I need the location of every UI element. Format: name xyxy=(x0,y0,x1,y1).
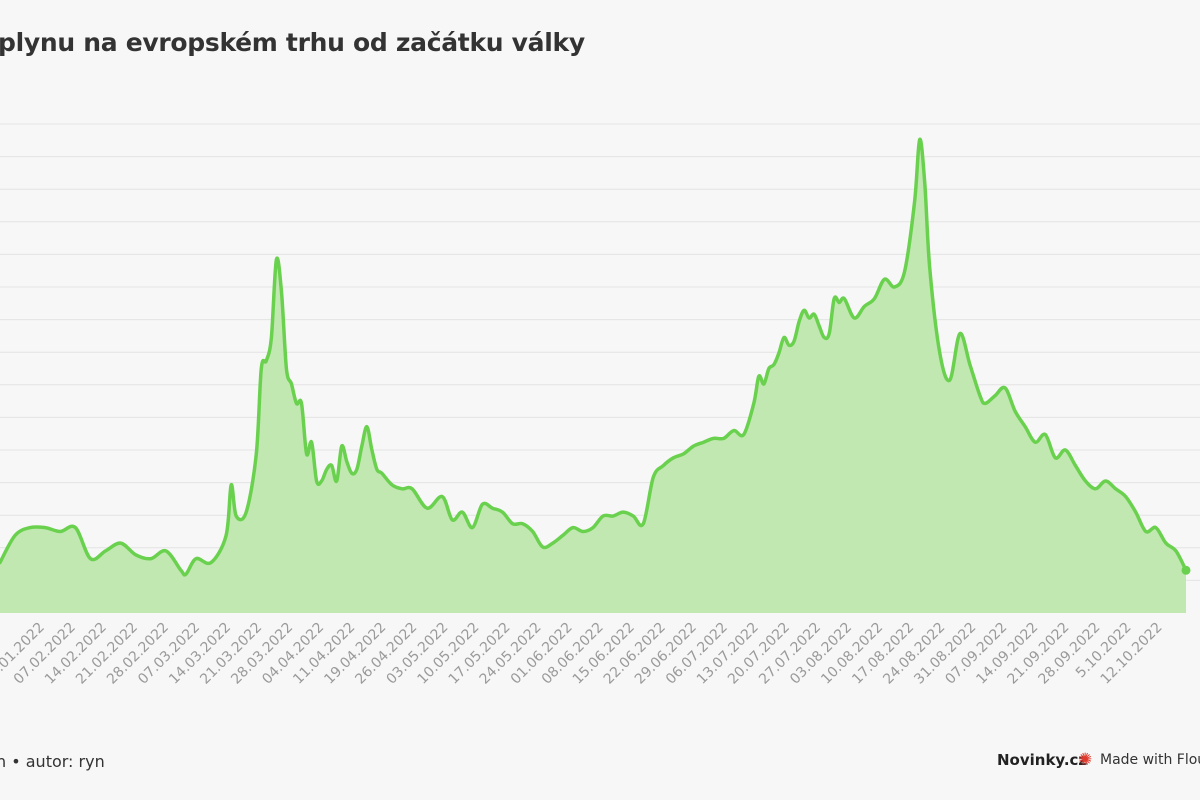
flourish-star-icon[interactable]: ✺ xyxy=(1078,750,1093,770)
gridlines xyxy=(0,123,1200,581)
source-author-note: h • autor: ryn xyxy=(0,752,105,771)
brand-link[interactable]: Novinky.cz xyxy=(997,751,1088,769)
chart-title: plynu na evropském trhu od začátku války xyxy=(0,28,585,57)
made-with-flourish-link[interactable]: Made with Flouris xyxy=(1100,752,1200,768)
series-area xyxy=(0,139,1186,613)
x-axis-ticks: 31.01.202207.02.202214.02.202221.02.2022… xyxy=(0,620,1166,688)
price-area-chart: 31.01.202207.02.202214.02.202221.02.2022… xyxy=(0,123,1200,688)
series-endpoint-marker xyxy=(1181,565,1191,575)
series-line xyxy=(0,137,1188,577)
